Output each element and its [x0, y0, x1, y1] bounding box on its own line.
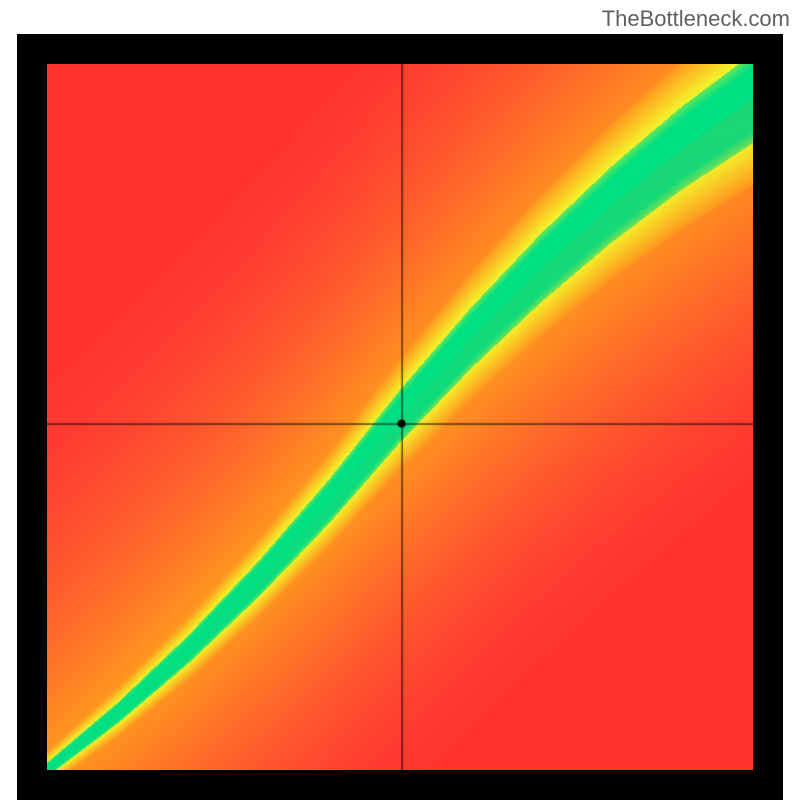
watermark-text: TheBottleneck.com	[602, 6, 790, 32]
bottleneck-heatmap	[47, 64, 753, 770]
chart-frame	[17, 34, 783, 800]
